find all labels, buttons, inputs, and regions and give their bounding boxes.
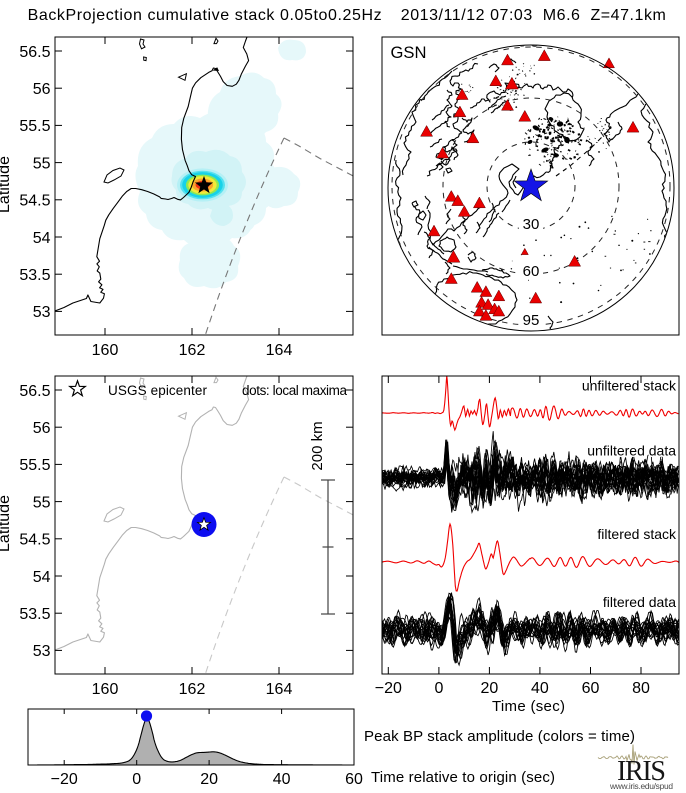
svg-text:USGS epicenter: USGS epicenter [108,383,208,398]
svg-text:Peak BP stack amplitude (color: Peak BP stack amplitude (colors = time) [364,728,635,745]
svg-text:53: 53 [33,304,51,321]
svg-text:filtered data: filtered data [603,594,676,610]
svg-text:56: 56 [33,81,51,98]
svg-text:unfiltered stack: unfiltered stack [582,378,677,394]
svg-text:Time (sec): Time (sec) [492,698,565,715]
svg-text:55: 55 [33,155,51,172]
svg-text:BackProjection cumulative stac: BackProjection cumulative stack 0.05to0.… [28,7,382,24]
svg-text:IRIS: IRIS [617,756,666,787]
svg-text:95: 95 [523,312,540,329]
svg-text:55.5: 55.5 [19,118,50,135]
svg-text:www.iris.edu/spud: www.iris.edu/spud [609,781,673,791]
svg-text:164: 164 [266,681,293,698]
svg-text:54.5: 54.5 [19,532,50,549]
svg-text:80: 80 [632,680,650,697]
svg-text:54.5: 54.5 [19,193,50,210]
svg-text:160: 160 [92,681,119,698]
svg-text:53.5: 53.5 [19,606,50,623]
svg-text:60: 60 [523,263,540,280]
svg-text:GSN: GSN [391,43,427,62]
svg-text:55: 55 [33,494,51,511]
svg-text:60: 60 [345,771,363,788]
svg-text:162: 162 [179,681,206,698]
svg-text:162: 162 [179,342,206,359]
svg-text:40: 40 [531,680,549,697]
svg-text:55.5: 55.5 [19,457,50,474]
svg-text:unfiltered data: unfiltered data [587,443,676,459]
svg-text:filtered stack: filtered stack [597,526,677,542]
svg-text:0: 0 [434,680,443,697]
svg-text:20: 20 [200,771,218,788]
svg-text:−20: −20 [51,771,78,788]
svg-text:Time relative to origin (sec): Time relative to origin (sec) [371,769,555,786]
svg-text:Latitude: Latitude [0,156,13,213]
svg-text:Latitude: Latitude [0,495,13,552]
svg-text:2013/11/12 07:03 M6.6 Z=47.1: 2013/11/12 07:03 M6.6 Z=47.1km [401,7,666,24]
svg-text:filtered stack: filtered stack [597,526,677,542]
svg-text:164: 164 [266,342,293,359]
svg-text:200 km: 200 km [309,421,326,470]
svg-text:unfiltered stack: unfiltered stack [582,378,677,394]
svg-text:54: 54 [33,230,51,247]
svg-text:53.5: 53.5 [19,267,50,284]
svg-text:54: 54 [33,569,51,586]
svg-text:56.5: 56.5 [19,44,50,61]
svg-text:60: 60 [582,680,600,697]
svg-text:0: 0 [132,771,141,788]
svg-text:unfiltered data: unfiltered data [587,443,676,459]
svg-text:filtered data: filtered data [603,594,676,610]
svg-text:40: 40 [273,771,291,788]
svg-text:dots: local maxima: dots: local maxima [242,383,347,398]
svg-text:56.5: 56.5 [19,383,50,400]
svg-text:160: 160 [92,342,119,359]
svg-text:−20: −20 [375,680,402,697]
svg-text:53: 53 [33,643,51,660]
svg-text:20: 20 [481,680,499,697]
svg-text:30: 30 [523,216,540,233]
svg-text:56: 56 [33,420,51,437]
